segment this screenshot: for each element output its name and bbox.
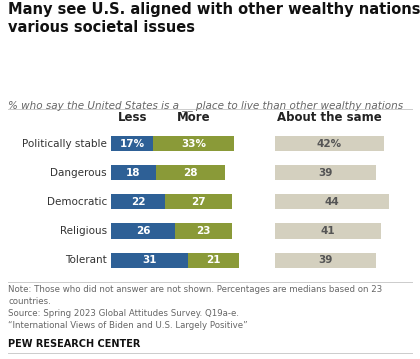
- Text: 42%: 42%: [317, 139, 342, 149]
- Bar: [155, 165, 225, 181]
- Text: Note: Those who did not answer are not shown. Percentages are medians based on 2: Note: Those who did not answer are not s…: [8, 285, 383, 330]
- Text: 44: 44: [325, 197, 339, 207]
- Text: 26: 26: [136, 226, 150, 236]
- Text: Religious: Religious: [60, 226, 107, 236]
- Bar: [111, 165, 155, 181]
- Text: PEW RESEARCH CENTER: PEW RESEARCH CENTER: [8, 339, 141, 349]
- Text: 27: 27: [192, 197, 206, 207]
- Bar: [275, 136, 383, 151]
- Text: 39: 39: [318, 255, 333, 265]
- Text: Many see U.S. aligned with other wealthy nations on
various societal issues: Many see U.S. aligned with other wealthy…: [8, 2, 420, 36]
- Bar: [175, 223, 232, 239]
- Text: 28: 28: [183, 168, 197, 178]
- Text: 31: 31: [142, 255, 157, 265]
- Text: 33%: 33%: [181, 139, 206, 149]
- Bar: [111, 136, 153, 151]
- Text: About the same: About the same: [277, 111, 382, 124]
- Text: 21: 21: [206, 255, 220, 265]
- Bar: [275, 194, 389, 210]
- Bar: [275, 252, 376, 268]
- Bar: [275, 165, 376, 181]
- Text: Politically stable: Politically stable: [22, 139, 107, 149]
- Text: 22: 22: [131, 197, 146, 207]
- Text: Democratic: Democratic: [47, 197, 107, 207]
- Bar: [153, 136, 234, 151]
- Text: % who say the United States is a __ place to live than other wealthy nations: % who say the United States is a __ plac…: [8, 101, 404, 111]
- Bar: [275, 223, 381, 239]
- Bar: [188, 252, 239, 268]
- Text: 41: 41: [321, 226, 336, 236]
- Text: 18: 18: [126, 168, 141, 178]
- Bar: [111, 223, 175, 239]
- Text: Less: Less: [118, 111, 147, 124]
- Bar: [111, 194, 165, 210]
- Text: Tolerant: Tolerant: [66, 255, 107, 265]
- Text: 23: 23: [196, 226, 211, 236]
- Bar: [111, 252, 188, 268]
- Text: 39: 39: [318, 168, 333, 178]
- Text: 17%: 17%: [120, 139, 145, 149]
- Text: Dangerous: Dangerous: [50, 168, 107, 178]
- Text: More: More: [177, 111, 210, 124]
- Bar: [165, 194, 232, 210]
